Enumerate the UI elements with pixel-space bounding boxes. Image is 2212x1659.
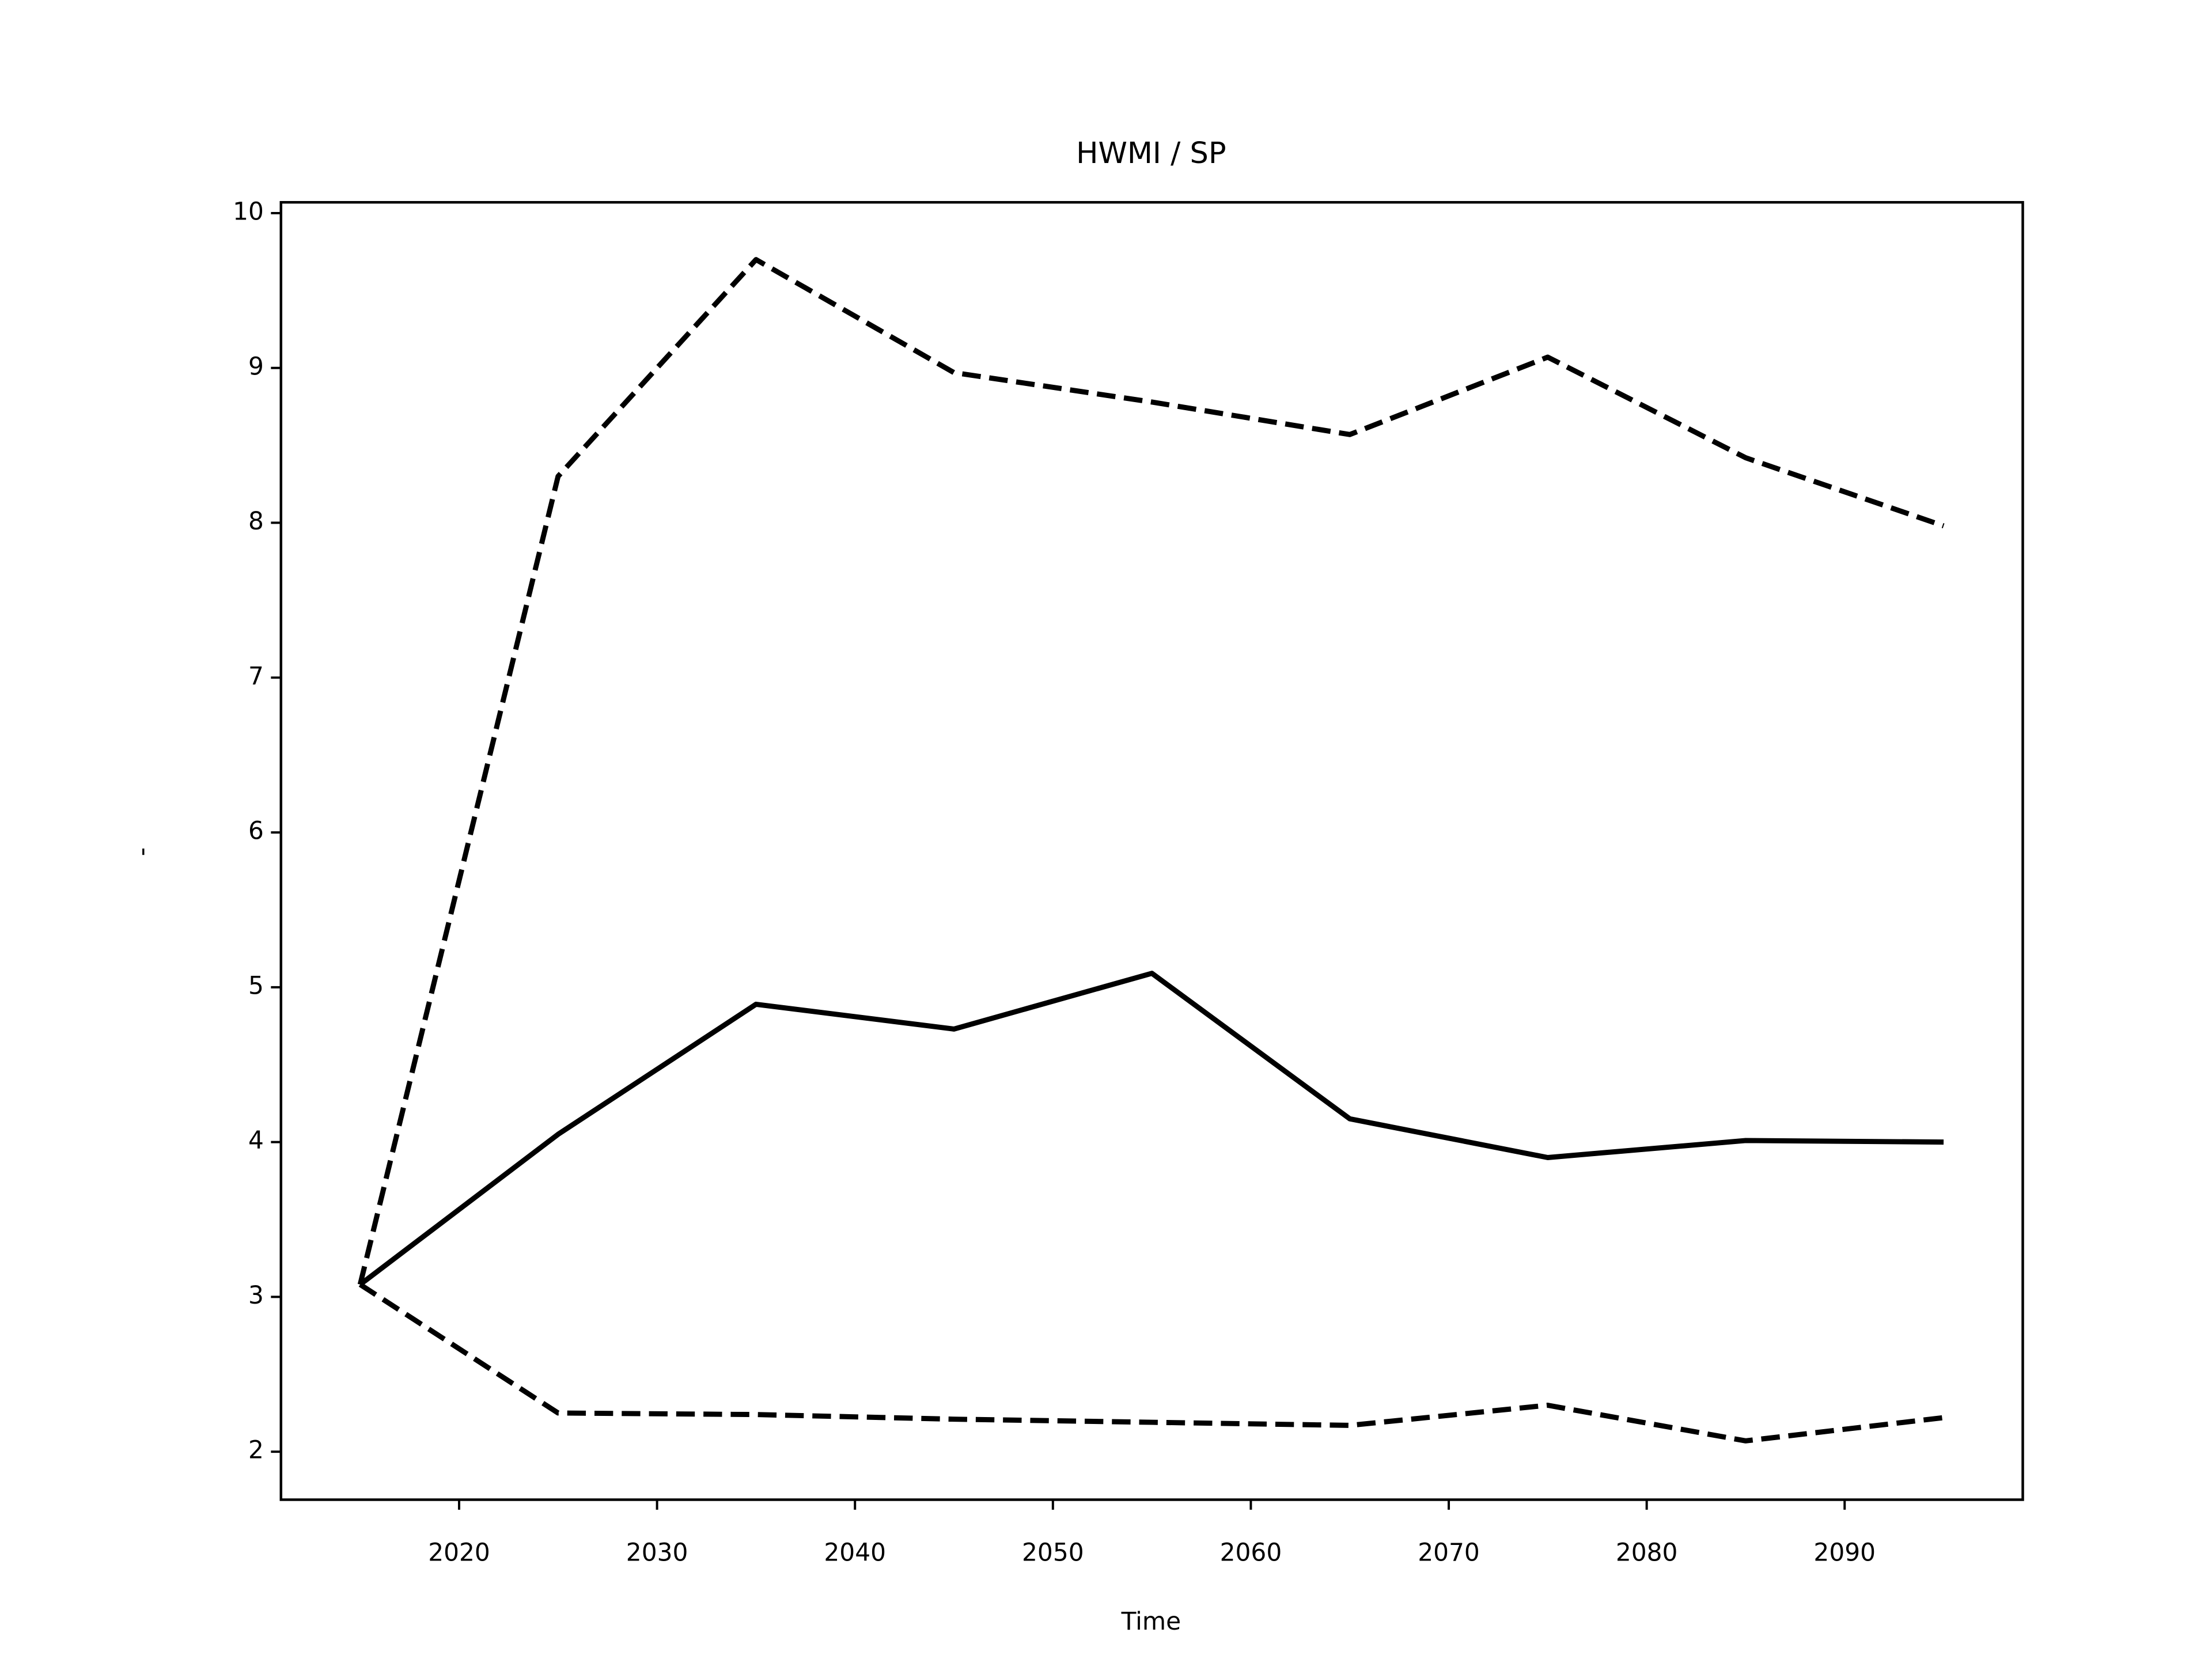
x-tick-label: 2030 [626, 1539, 688, 1567]
x-axis-label: Time [1121, 1607, 1181, 1635]
data-line [358, 971, 1944, 1287]
x-tick-label: 2070 [1418, 1539, 1480, 1567]
plot-frame [279, 200, 2024, 1501]
x-tick-label: 2090 [1813, 1539, 1876, 1567]
x-tick-label: 2020 [428, 1539, 490, 1567]
y-tick-label: 7 [248, 662, 264, 690]
chart-title: HWMI / SP [1076, 137, 1226, 171]
y-tick-label: 5 [248, 971, 264, 999]
y-tick-label: 3 [248, 1281, 264, 1309]
data-line [358, 1282, 1944, 1444]
y-tick-label: 6 [248, 817, 264, 845]
y-axis-label: - [127, 847, 156, 856]
data-line [357, 257, 1945, 1285]
x-tick-label: 2040 [824, 1539, 886, 1567]
x-tick-label: 2080 [1616, 1539, 1678, 1567]
x-tick-label: 2060 [1220, 1539, 1282, 1567]
x-tick-label: 2050 [1022, 1539, 1084, 1567]
y-tick-label: 10 [233, 198, 264, 226]
y-tick-label: 8 [248, 507, 264, 535]
y-tick-label: 2 [248, 1436, 264, 1464]
y-tick-label: 4 [248, 1126, 264, 1154]
y-tick-label: 9 [248, 352, 264, 380]
